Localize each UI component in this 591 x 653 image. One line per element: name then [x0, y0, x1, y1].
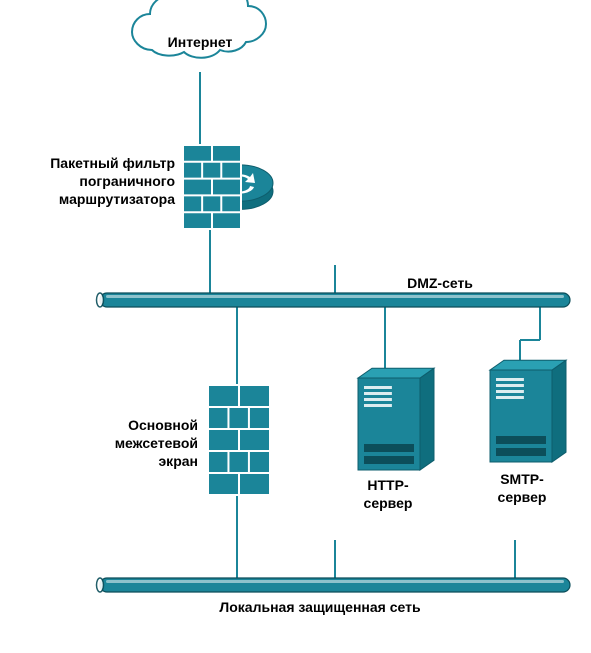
label-dmz: DMZ-сеть	[407, 275, 473, 291]
label-main-fw-1: Основной	[128, 417, 198, 433]
label-packet-filter-2: пограничного	[79, 173, 175, 189]
label-internet: Интернет	[168, 34, 233, 50]
label-http-2: сервер	[364, 495, 413, 511]
main-firewall-icon	[208, 385, 270, 495]
label-smtp-2: сервер	[498, 489, 547, 505]
dmz-bus	[97, 293, 571, 307]
lan-bus	[97, 578, 571, 592]
label-main-fw-2: межсетевой	[115, 435, 198, 451]
label-http-1: HTTP-	[367, 477, 409, 493]
label-main-fw-3: экран	[158, 453, 198, 469]
label-packet-filter-3: маршрутизатора	[59, 191, 175, 207]
http-server-icon	[358, 368, 434, 470]
label-lan: Локальная защищенная сеть	[219, 599, 421, 615]
smtp-server-icon	[490, 360, 566, 462]
label-smtp-1: SMTP-	[500, 471, 544, 487]
packet-filter-firewall-icon	[183, 145, 241, 229]
label-packet-filter-1: Пакетный фильтр	[50, 155, 175, 171]
